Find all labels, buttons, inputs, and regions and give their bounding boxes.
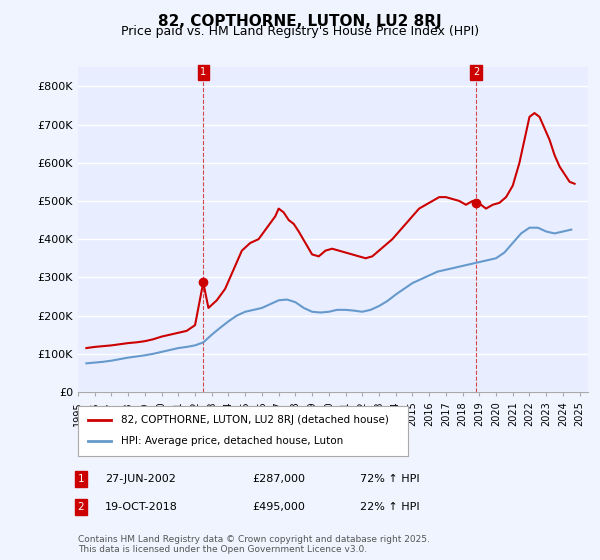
Text: 1: 1 (200, 67, 206, 77)
Text: 1: 1 (77, 474, 85, 484)
Text: 82, COPTHORNE, LUTON, LU2 8RJ (detached house): 82, COPTHORNE, LUTON, LU2 8RJ (detached … (121, 415, 389, 425)
Text: £495,000: £495,000 (252, 502, 305, 512)
Text: 2: 2 (473, 67, 479, 77)
Text: 22% ↑ HPI: 22% ↑ HPI (360, 502, 419, 512)
Text: 19-OCT-2018: 19-OCT-2018 (105, 502, 178, 512)
Text: 27-JUN-2002: 27-JUN-2002 (105, 474, 176, 484)
Text: Contains HM Land Registry data © Crown copyright and database right 2025.
This d: Contains HM Land Registry data © Crown c… (78, 535, 430, 554)
Text: 82, COPTHORNE, LUTON, LU2 8RJ: 82, COPTHORNE, LUTON, LU2 8RJ (158, 14, 442, 29)
Text: HPI: Average price, detached house, Luton: HPI: Average price, detached house, Luto… (121, 436, 343, 446)
Text: 72% ↑ HPI: 72% ↑ HPI (360, 474, 419, 484)
Text: £287,000: £287,000 (252, 474, 305, 484)
Text: Price paid vs. HM Land Registry's House Price Index (HPI): Price paid vs. HM Land Registry's House … (121, 25, 479, 38)
Text: 2: 2 (77, 502, 85, 512)
